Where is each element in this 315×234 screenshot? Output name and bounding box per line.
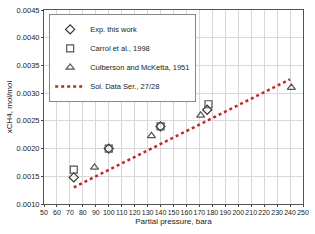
svg-text:190: 190 <box>219 209 231 216</box>
svg-text:0.0010: 0.0010 <box>17 200 40 209</box>
svg-text:110: 110 <box>116 209 127 216</box>
svg-text:220: 220 <box>258 209 270 216</box>
svg-text:130: 130 <box>142 209 154 216</box>
svg-text:240: 240 <box>284 209 296 216</box>
svg-text:0.0025: 0.0025 <box>17 116 40 125</box>
svg-text:100: 100 <box>103 209 115 216</box>
svg-text:0.0040: 0.0040 <box>17 33 40 42</box>
svg-text:180: 180 <box>207 209 219 216</box>
svg-text:150: 150 <box>168 209 180 216</box>
svg-text:Sol. Data Ser., 27/28: Sol. Data Ser., 27/28 <box>90 82 159 91</box>
svg-text:Partial pressure, bara: Partial pressure, bara <box>135 217 212 226</box>
svg-text:0.0045: 0.0045 <box>17 6 40 15</box>
svg-text:50: 50 <box>40 209 48 216</box>
svg-text:0.0030: 0.0030 <box>17 89 40 98</box>
svg-text:230: 230 <box>271 209 283 216</box>
svg-text:Culberson and McKetta, 1951: Culberson and McKetta, 1951 <box>90 63 189 72</box>
svg-text:140: 140 <box>155 209 167 216</box>
svg-text:0.0035: 0.0035 <box>17 61 40 70</box>
svg-text:250: 250 <box>297 209 309 216</box>
svg-text:120: 120 <box>129 209 141 216</box>
svg-text:60: 60 <box>53 209 61 216</box>
svg-text:170: 170 <box>194 209 206 216</box>
svg-text:xCH4, mol/mol: xCH4, mol/mol <box>5 81 14 134</box>
svg-text:0.0015: 0.0015 <box>17 172 40 181</box>
svg-text:70: 70 <box>66 209 74 216</box>
svg-text:200: 200 <box>232 209 244 216</box>
svg-text:210: 210 <box>245 209 257 216</box>
svg-text:90: 90 <box>92 209 100 216</box>
svg-text:Carrol et al., 1998: Carrol et al., 1998 <box>90 44 150 53</box>
svg-text:160: 160 <box>181 209 193 216</box>
svg-text:80: 80 <box>79 209 87 216</box>
svg-text:Exp. this work: Exp. this work <box>90 25 137 34</box>
svg-text:0.0020: 0.0020 <box>17 144 40 153</box>
